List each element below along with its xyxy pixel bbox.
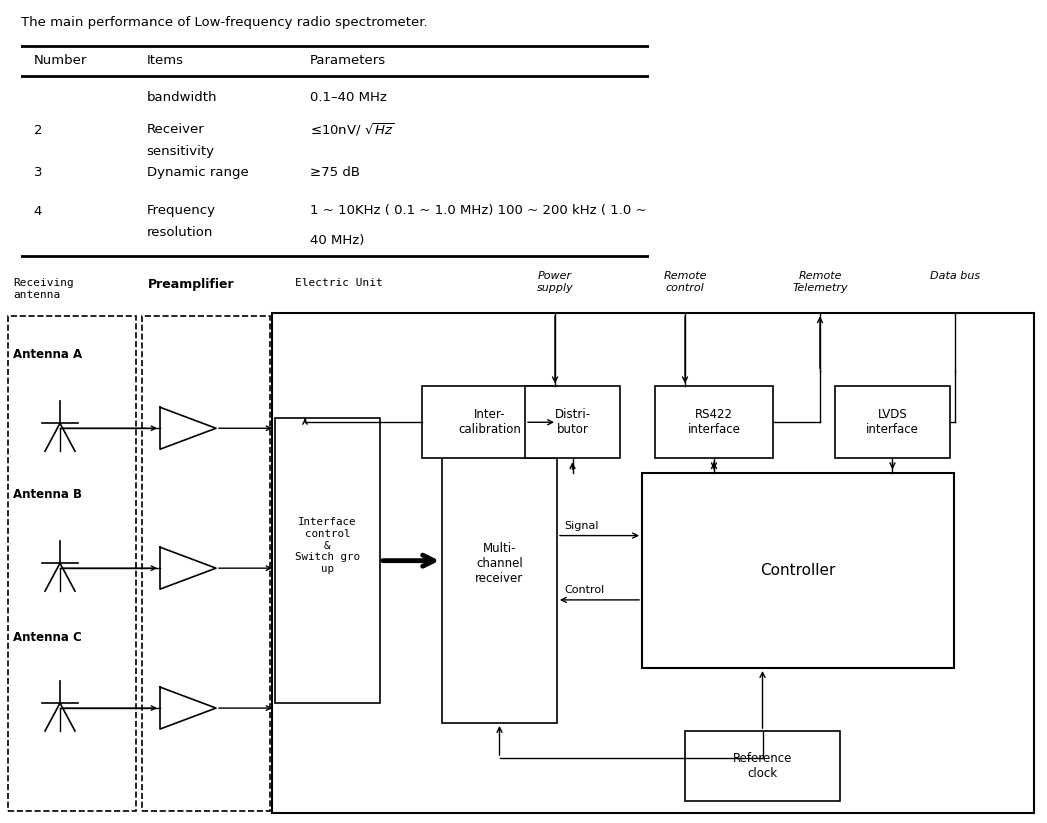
Bar: [142, 316, 270, 811]
Text: LVDS
interface: LVDS interface: [866, 408, 919, 436]
Text: Preamplifier: Preamplifier: [148, 278, 235, 291]
Bar: [836, 386, 950, 458]
Text: 0.1–40 MHz: 0.1–40 MHz: [310, 91, 386, 105]
Text: The main performance of Low-frequency radio spectrometer.: The main performance of Low-frequency ra…: [21, 16, 427, 30]
Text: Frequency: Frequency: [147, 204, 216, 217]
Text: 40 MHz): 40 MHz): [310, 234, 364, 247]
Text: ≤10nV/ $\sqrt{Hz}$: ≤10nV/ $\sqrt{Hz}$: [310, 122, 395, 138]
Text: Electric Unit: Electric Unit: [295, 278, 383, 288]
Text: Inter-
calibration: Inter- calibration: [458, 408, 521, 436]
Text: Receiver: Receiver: [147, 123, 204, 136]
Text: Remote
Telemetry: Remote Telemetry: [793, 272, 848, 293]
Text: Receiving
antenna: Receiving antenna: [13, 278, 73, 300]
Text: Antenna A: Antenna A: [13, 348, 82, 361]
Text: Control: Control: [564, 585, 604, 595]
Text: 4: 4: [34, 205, 42, 218]
Bar: [685, 731, 840, 801]
Text: 3: 3: [34, 165, 42, 179]
Text: resolution: resolution: [147, 226, 213, 239]
Text: Data bus: Data bus: [930, 272, 980, 281]
Text: Reference
clock: Reference clock: [733, 752, 793, 780]
Bar: [272, 314, 1034, 813]
Text: Distri-
butor: Distri- butor: [555, 408, 591, 436]
Bar: [8, 316, 136, 811]
Text: 2: 2: [34, 123, 42, 137]
Text: Antenna C: Antenna C: [13, 631, 82, 644]
Text: Parameters: Parameters: [310, 54, 386, 67]
Text: RS422
interface: RS422 interface: [688, 408, 740, 436]
Bar: [642, 473, 954, 668]
Bar: [655, 386, 773, 458]
Bar: [422, 386, 557, 458]
Text: Signal: Signal: [564, 521, 599, 531]
Text: Interface
control
&
Switch gro
up: Interface control & Switch gro up: [295, 518, 360, 574]
Bar: [442, 403, 557, 723]
Text: 1 ~ 10KHz ( 0.1 ~ 1.0 MHz) 100 ~ 200 kHz ( 1.0 ~: 1 ~ 10KHz ( 0.1 ~ 1.0 MHz) 100 ~ 200 kHz…: [310, 204, 647, 217]
Text: Items: Items: [147, 54, 183, 67]
Bar: [525, 386, 620, 458]
Text: Power
supply: Power supply: [537, 272, 574, 293]
Text: sensitivity: sensitivity: [147, 145, 215, 158]
Text: Number: Number: [34, 54, 87, 67]
Text: Remote
control: Remote control: [663, 272, 707, 293]
Text: bandwidth: bandwidth: [147, 91, 217, 105]
Text: Controller: Controller: [760, 563, 836, 579]
Bar: [275, 418, 380, 703]
Text: Dynamic range: Dynamic range: [147, 165, 248, 179]
Text: Antenna B: Antenna B: [13, 488, 82, 501]
Text: ≥75 dB: ≥75 dB: [310, 165, 360, 179]
Text: Multi-
channel
receiver: Multi- channel receiver: [475, 542, 524, 584]
